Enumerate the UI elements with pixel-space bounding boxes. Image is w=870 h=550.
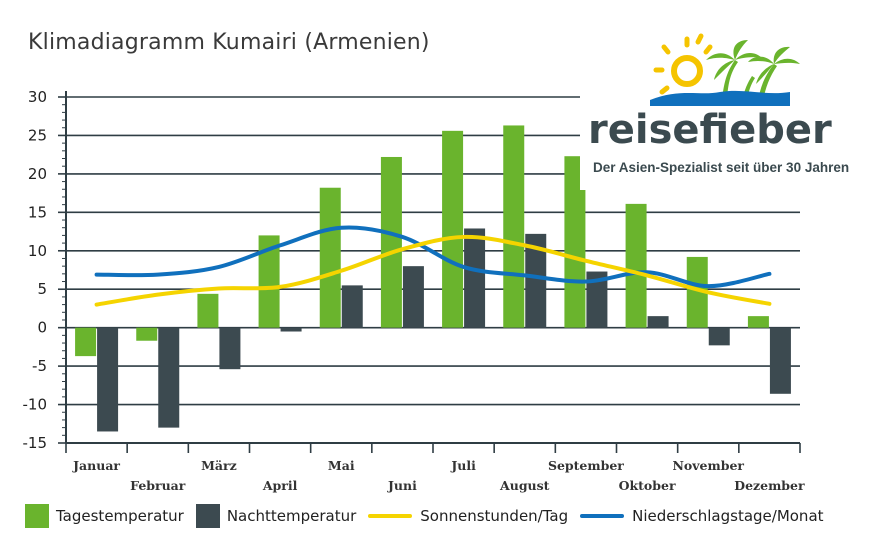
- x-tick-label: April: [262, 478, 298, 493]
- bar-nachttemperatur: [525, 233, 547, 328]
- legend-line: [368, 514, 413, 518]
- bar-tagestemperatur: [442, 130, 464, 328]
- axes: 30 25 20 15 10 5 0 -5 -10 -15 Januar Februar März Apr…: [23, 88, 806, 493]
- y-tick-label: 5: [37, 280, 47, 298]
- y-tick-label: -15: [23, 434, 48, 452]
- legend-swatch: [195, 504, 220, 528]
- bar-nachttemperatur: [280, 327, 302, 332]
- y-tick-label: 0: [37, 319, 47, 337]
- legend-item-sonnenstunden: Sonnenstunden/Tag: [368, 507, 568, 525]
- bar-tagestemperatur: [197, 293, 219, 328]
- x-tick-label: Oktober: [619, 478, 676, 493]
- x-tick-label: Januar: [72, 458, 120, 473]
- x-tick-label: September: [548, 458, 624, 473]
- legend-swatch: [25, 504, 49, 528]
- line-niederschlagstage: [94, 225, 772, 289]
- legend-label: Tagestemperatur: [56, 507, 184, 525]
- brand-logo: reisefieber Der Asien-Spezialist seit üb…: [580, 33, 850, 190]
- legend-label: Nachttemperatur: [226, 507, 357, 525]
- bar-tagestemperatur: [686, 256, 708, 328]
- bar-tagestemperatur: [258, 235, 280, 328]
- bar-nachttemperatur: [158, 327, 180, 428]
- bar-tagestemperatur: [625, 203, 647, 328]
- bar-tagestemperatur: [747, 316, 769, 328]
- bar-nachttemperatur: [219, 327, 241, 370]
- bar-nachttemperatur: [586, 271, 608, 328]
- bar-nachttemperatur: [464, 228, 486, 328]
- x-tick-label: Februar: [130, 478, 186, 493]
- sea-wave-icon: [650, 90, 790, 106]
- x-tick-label: Juni: [387, 478, 417, 493]
- x-tick-label: Juli: [450, 458, 476, 473]
- bars: [75, 125, 791, 432]
- y-tick-label: -5: [32, 357, 47, 375]
- bar-tagestemperatur: [564, 156, 586, 328]
- line-sonnenstunden: [94, 234, 772, 307]
- bar-tagestemperatur: [319, 187, 341, 328]
- legend-label: Sonnenstunden/Tag: [420, 507, 569, 525]
- bar-nachttemperatur: [769, 327, 791, 394]
- sun-icon: [653, 33, 713, 95]
- x-tick-label: Mai: [328, 458, 355, 473]
- y-tick-label: -10: [23, 396, 48, 414]
- brand-tagline: Der Asien-Spezialist seit über 30 Jahren: [593, 160, 849, 175]
- climate-chart: 30 25 20 15 10 5 0 -5 -10 -15 Januar Februar März Apr…: [23, 33, 850, 493]
- y-tick-label: 15: [28, 203, 47, 221]
- bar-nachttemperatur: [97, 327, 119, 432]
- y-tick-label: 30: [28, 88, 47, 106]
- legend-line: [580, 514, 625, 518]
- x-tick-label: August: [499, 478, 550, 493]
- x-tick-label: Dezember: [734, 478, 805, 493]
- x-tick-label: März: [201, 458, 237, 473]
- bar-tagestemperatur: [75, 327, 97, 357]
- bar-nachttemperatur: [647, 316, 669, 328]
- series-lines: [94, 225, 772, 307]
- legend-item-tagestemperatur: Tagestemperatur: [25, 504, 184, 528]
- logo-backdrop: [580, 90, 850, 190]
- legend-item-niederschlagstage: Niederschlagstage/Monat: [580, 507, 824, 525]
- brand-wordmark: reisefieber: [588, 107, 832, 153]
- y-tick-label: 25: [28, 126, 47, 144]
- bar-nachttemperatur: [341, 285, 363, 328]
- legend-label: Niederschlagstage/Monat: [632, 507, 824, 525]
- y-tick-label: 10: [28, 242, 47, 260]
- bar-tagestemperatur: [136, 327, 158, 341]
- chart-title: Klimadiagramm Kumairi (Armenien): [28, 30, 430, 55]
- legend: Tagestemperatur Nachttemperatur Sonnenst…: [25, 504, 836, 528]
- bar-tagestemperatur: [503, 125, 525, 328]
- y-tick-label: 20: [28, 165, 47, 183]
- bar-nachttemperatur: [708, 327, 730, 346]
- bar-tagestemperatur: [380, 156, 402, 328]
- legend-item-nachttemperatur: Nachttemperatur: [195, 504, 357, 528]
- bar-nachttemperatur: [402, 266, 424, 328]
- x-tick-label: November: [673, 458, 745, 473]
